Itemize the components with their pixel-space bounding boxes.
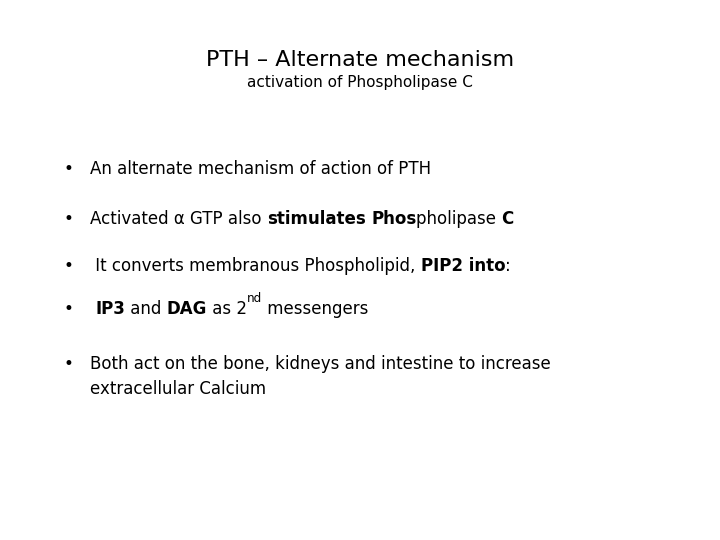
Text: •: •	[63, 300, 73, 318]
Text: Both act on the bone, kidneys and intestine to increase
extracellular Calcium: Both act on the bone, kidneys and intest…	[90, 355, 551, 398]
Text: Phos: Phos	[371, 210, 416, 228]
Text: •: •	[63, 355, 73, 373]
Text: as 2: as 2	[207, 300, 247, 318]
Text: An alternate mechanism of action of PTH: An alternate mechanism of action of PTH	[90, 160, 431, 178]
Text: DAG: DAG	[167, 300, 207, 318]
Text: and: and	[125, 300, 167, 318]
Text: PTH – Alternate mechanism: PTH – Alternate mechanism	[206, 50, 514, 70]
Text: activation of Phospholipase C: activation of Phospholipase C	[247, 75, 473, 90]
Text: stim: stim	[266, 210, 307, 228]
Text: :: :	[505, 257, 511, 275]
Text: ulates: ulates	[307, 210, 371, 228]
Text: It converts membranous Phospholipid,: It converts membranous Phospholipid,	[90, 257, 420, 275]
Text: Activated α GTP also: Activated α GTP also	[90, 210, 266, 228]
Text: pholipase: pholipase	[416, 210, 502, 228]
Text: C: C	[502, 210, 514, 228]
Text: PIP2 into: PIP2 into	[420, 257, 505, 275]
Text: IP3: IP3	[95, 300, 125, 318]
Text: •: •	[63, 257, 73, 275]
Text: •: •	[63, 160, 73, 178]
Text: messengers: messengers	[262, 300, 369, 318]
Text: nd: nd	[247, 292, 262, 305]
Text: •: •	[63, 210, 73, 228]
